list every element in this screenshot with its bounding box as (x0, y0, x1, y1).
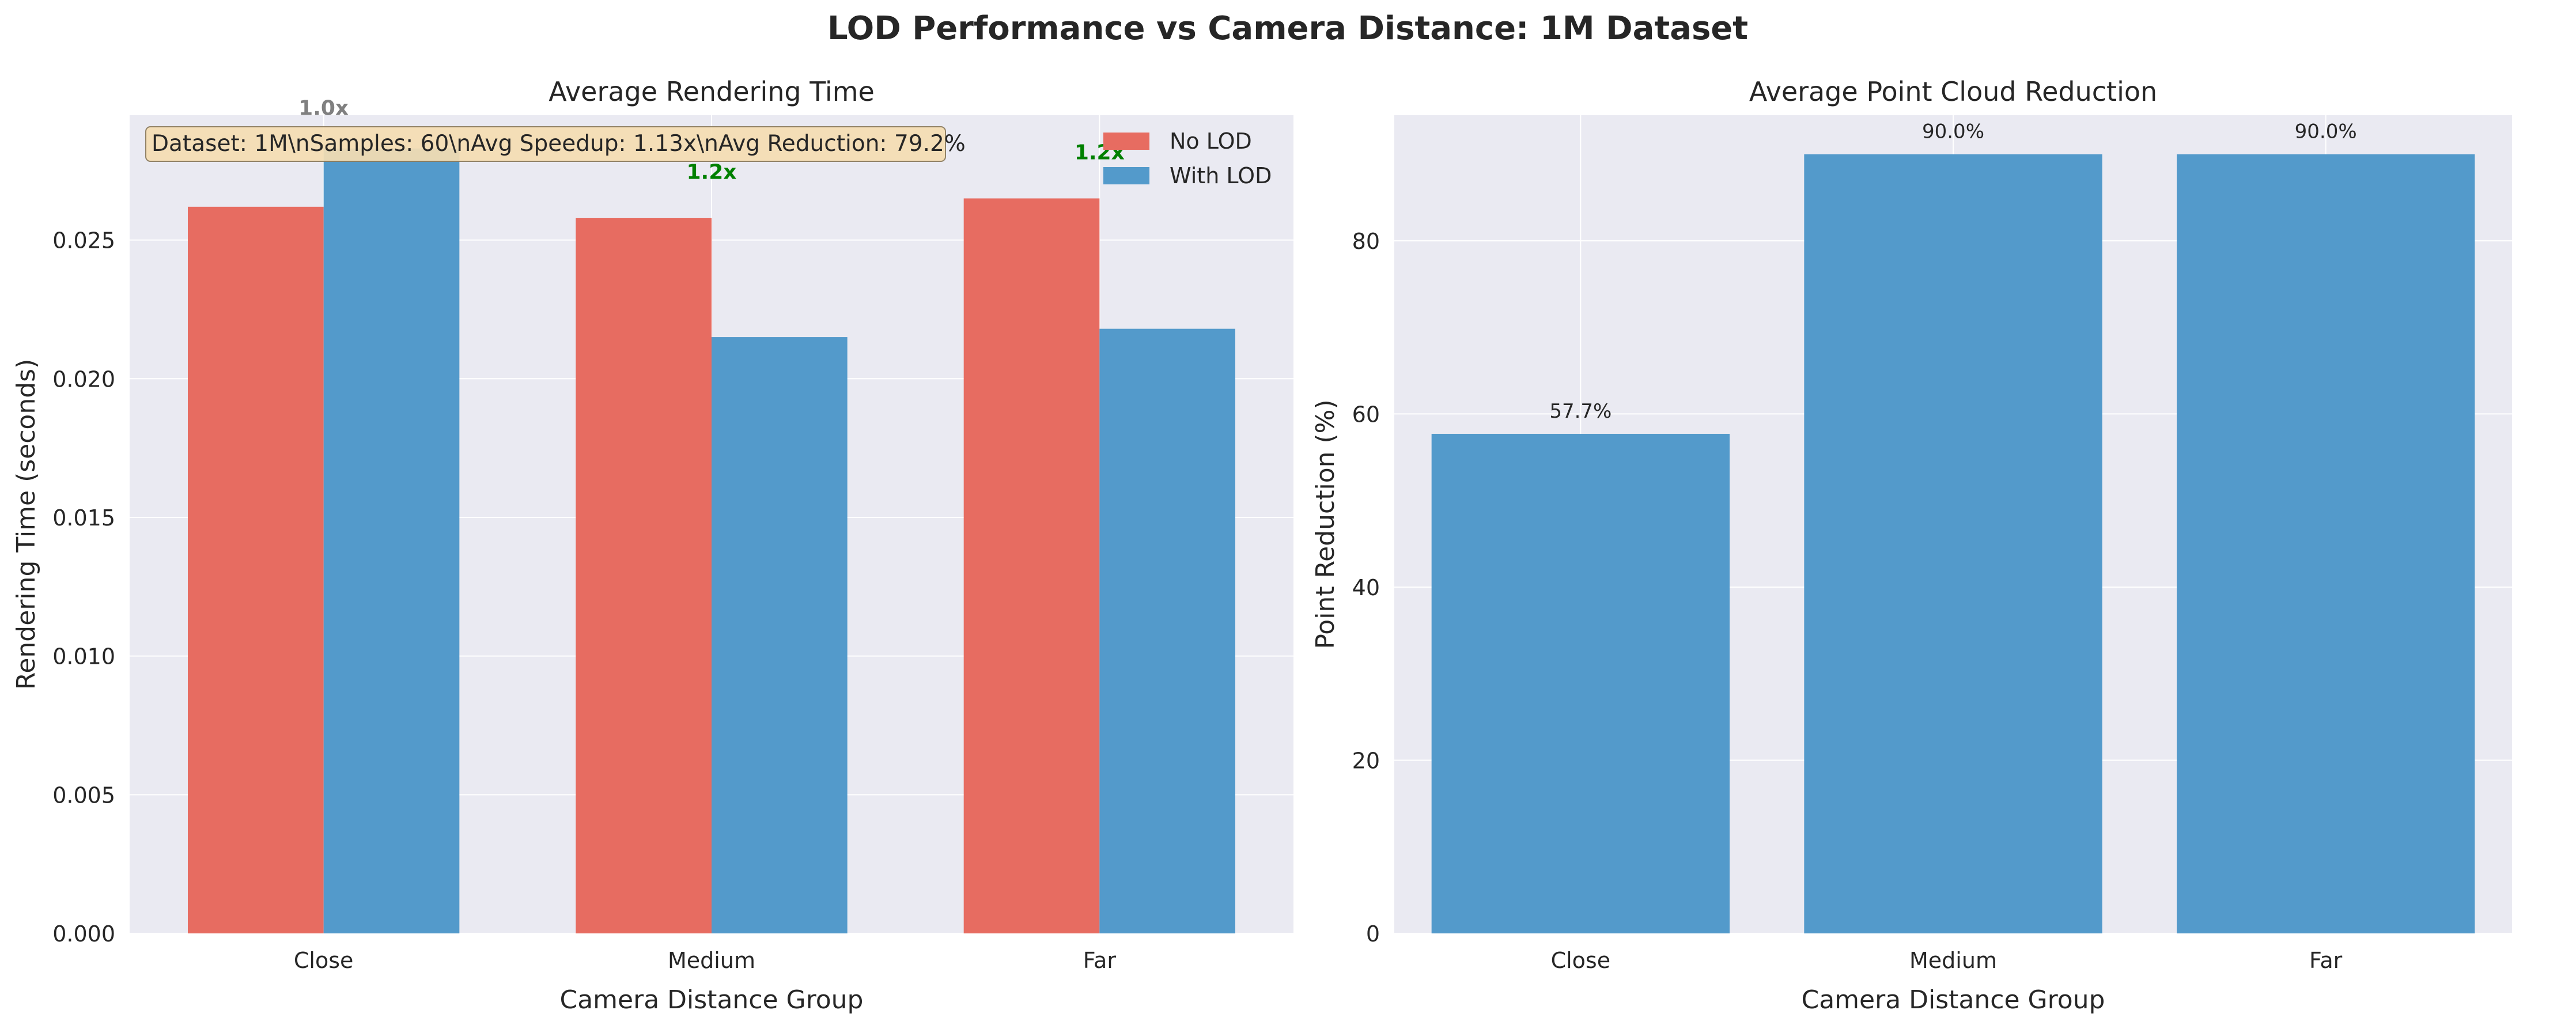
no-lod-bar (576, 218, 712, 933)
point-reduction-bars (1431, 154, 2475, 934)
y-tick-label: 0.020 (52, 366, 115, 392)
y-tick-label: 0.010 (52, 644, 115, 670)
value-label: 90.0% (1922, 120, 1984, 143)
rendering-time-x-axis-label: Camera Distance Group (560, 985, 864, 1015)
x-tick-label: Close (294, 948, 354, 973)
y-tick-label: 0.000 (52, 921, 115, 947)
y-tick-label: 0.005 (52, 782, 115, 808)
info-box-background (145, 126, 946, 162)
with-lod-bar (1099, 328, 1235, 933)
no-lod-bar (963, 198, 1100, 933)
rendering-time-y-axis-label: Rendering Time (seconds) (12, 359, 41, 690)
y-tick-label: 40 (1352, 575, 1380, 600)
y-tick-label: 0.015 (52, 505, 115, 531)
legend-swatch (1103, 167, 1149, 184)
reduction-bar (1431, 433, 1730, 933)
x-tick-label: Far (1083, 948, 1117, 973)
point-reduction-x-ticks: Close Medium Far (1551, 948, 2343, 973)
legend-label: With LOD (1170, 163, 1272, 188)
y-tick-label: 60 (1352, 402, 1380, 427)
point-reduction-chart: 0 20 40 60 80 Close Medium Far 57.7% 90.0% 90.0%… (1311, 76, 2512, 1015)
legend-swatch (1103, 133, 1149, 150)
reduction-bar (1804, 154, 2102, 934)
speedup-label: 1.0x (298, 97, 349, 120)
figure-suptitle: LOD Performance vs Camera Distance: 1M D… (827, 10, 1748, 47)
y-tick-label: 0 (1366, 921, 1380, 947)
x-tick-label: Close (1551, 948, 1611, 973)
no-lod-bar (188, 206, 324, 933)
rendering-time-bars (188, 148, 1235, 933)
rendering-time-legend: No LOD With LOD (1103, 128, 1272, 188)
y-tick-label: 0.025 (52, 228, 115, 254)
point-reduction-x-axis-label: Camera Distance Group (1802, 985, 2105, 1015)
rendering-time-x-ticks: Close Medium Far (294, 948, 1116, 973)
info-box-text: Dataset: 1M\nSamples: 60\nAvg Speedup: 1… (152, 131, 966, 157)
x-tick-label: Medium (1909, 948, 1997, 973)
rendering-time-y-ticks: 0.000 0.005 0.010 0.015 0.020 0.025 (52, 228, 115, 947)
point-reduction-title: Average Point Cloud Reduction (1749, 76, 2157, 107)
point-reduction-value-labels: 57.7% 90.0% 90.0% (1549, 120, 2356, 423)
x-tick-label: Far (2309, 948, 2343, 973)
y-tick-label: 20 (1352, 748, 1380, 773)
point-reduction-y-ticks: 0 20 40 60 80 (1352, 229, 1380, 947)
x-tick-label: Medium (668, 948, 755, 973)
rendering-time-title: Average Rendering Time (549, 76, 875, 107)
with-lod-bar (323, 148, 460, 933)
point-reduction-y-axis-label: Point Reduction (%) (1311, 399, 1340, 649)
reduction-bar (2177, 154, 2475, 934)
value-label: 57.7% (1549, 400, 1612, 423)
y-tick-label: 80 (1352, 229, 1380, 254)
value-label: 90.0% (2295, 120, 2357, 143)
dataset-info-box: Dataset: 1M\nSamples: 60\nAvg Speedup: 1… (145, 126, 966, 162)
with-lod-bar (712, 337, 848, 933)
rendering-time-chart: 0.000 0.005 0.010 0.015 0.020 0.025 Close Medi… (12, 76, 1293, 1015)
speedup-label: 1.2x (687, 160, 737, 184)
legend-label: No LOD (1170, 128, 1252, 154)
